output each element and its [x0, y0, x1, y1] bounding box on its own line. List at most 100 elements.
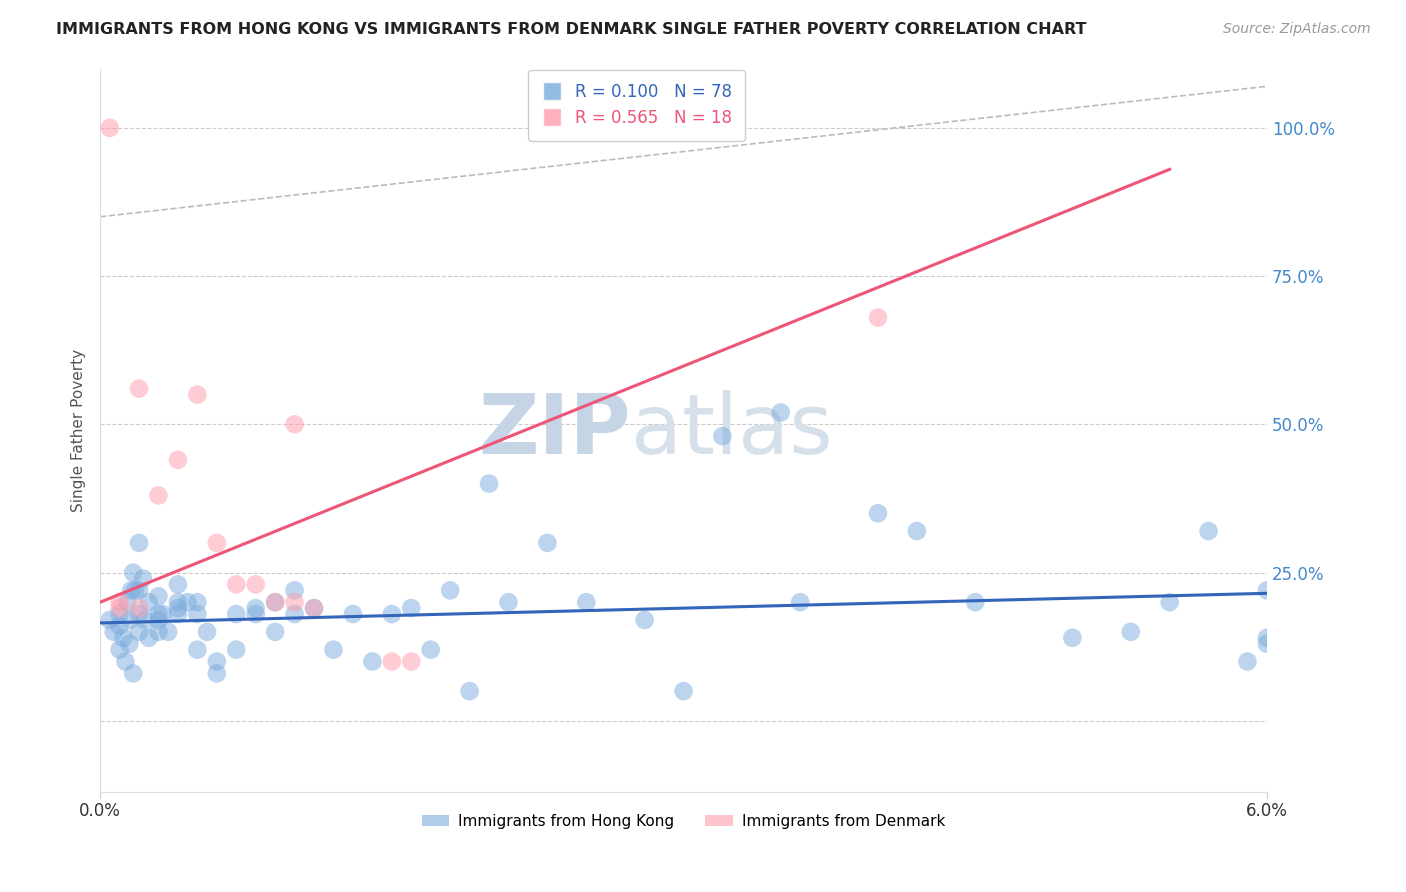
Point: [150, 607, 173, 621]
Point: [1159, 595, 1181, 609]
Point: [108, 607, 131, 621]
Point: [905, 524, 928, 538]
Point: [205, 666, 228, 681]
Point: [138, 595, 160, 609]
Point: [284, 583, 307, 598]
Point: [1256, 631, 1278, 645]
Point: [122, 566, 145, 580]
Point: [128, 601, 150, 615]
Point: [1119, 624, 1142, 639]
Point: [302, 601, 325, 615]
Point: [148, 613, 170, 627]
Point: [302, 601, 325, 615]
Point: [98, 613, 121, 627]
Point: [148, 589, 170, 603]
Point: [108, 595, 131, 609]
Point: [439, 583, 461, 598]
Legend: Immigrants from Hong Kong, Immigrants from Denmark: Immigrants from Hong Kong, Immigrants fr…: [416, 808, 952, 835]
Y-axis label: Single Father Poverty: Single Father Poverty: [72, 349, 86, 512]
Point: [536, 536, 558, 550]
Point: [128, 382, 150, 396]
Point: [118, 613, 141, 627]
Point: [381, 655, 404, 669]
Point: [186, 595, 208, 609]
Point: [672, 684, 695, 698]
Point: [118, 637, 141, 651]
Point: [195, 624, 218, 639]
Point: [176, 595, 198, 609]
Text: IMMIGRANTS FROM HONG KONG VS IMMIGRANTS FROM DENMARK SINGLE FATHER POVERTY CORRE: IMMIGRANTS FROM HONG KONG VS IMMIGRANTS …: [56, 22, 1087, 37]
Point: [322, 642, 344, 657]
Point: [225, 577, 247, 591]
Point: [128, 536, 150, 550]
Point: [1236, 655, 1258, 669]
Point: [264, 595, 287, 609]
Point: [134, 613, 156, 627]
Point: [342, 607, 364, 621]
Point: [264, 595, 287, 609]
Point: [866, 506, 889, 520]
Text: atlas: atlas: [631, 390, 832, 471]
Point: [108, 601, 131, 615]
Point: [186, 387, 208, 401]
Point: [103, 624, 125, 639]
Text: Source: ZipAtlas.com: Source: ZipAtlas.com: [1223, 22, 1371, 37]
Point: [128, 583, 150, 598]
Point: [866, 310, 889, 325]
Point: [381, 607, 404, 621]
Point: [186, 607, 208, 621]
Point: [205, 655, 228, 669]
Point: [167, 601, 190, 615]
Point: [124, 583, 146, 598]
Point: [120, 583, 142, 598]
Point: [245, 601, 267, 615]
Point: [361, 655, 384, 669]
Point: [112, 631, 135, 645]
Point: [1062, 631, 1084, 645]
Point: [186, 642, 208, 657]
Point: [167, 577, 190, 591]
Text: ZIP: ZIP: [478, 390, 631, 471]
Point: [98, 120, 121, 135]
Point: [167, 607, 190, 621]
Point: [575, 595, 598, 609]
Point: [157, 624, 180, 639]
Point: [132, 572, 155, 586]
Point: [225, 642, 247, 657]
Point: [108, 642, 131, 657]
Point: [122, 666, 145, 681]
Point: [711, 429, 734, 443]
Point: [401, 601, 423, 615]
Point: [498, 595, 520, 609]
Point: [1198, 524, 1220, 538]
Point: [205, 536, 228, 550]
Point: [789, 595, 811, 609]
Point: [167, 453, 190, 467]
Point: [114, 655, 136, 669]
Point: [148, 607, 170, 621]
Point: [401, 655, 423, 669]
Point: [245, 577, 267, 591]
Point: [128, 607, 150, 621]
Point: [965, 595, 987, 609]
Point: [138, 631, 160, 645]
Point: [167, 595, 190, 609]
Point: [264, 624, 287, 639]
Point: [419, 642, 441, 657]
Point: [148, 624, 170, 639]
Point: [458, 684, 481, 698]
Point: [284, 607, 307, 621]
Point: [478, 476, 501, 491]
Point: [1256, 637, 1278, 651]
Point: [633, 613, 655, 627]
Point: [108, 619, 131, 633]
Point: [225, 607, 247, 621]
Point: [148, 488, 170, 502]
Point: [284, 595, 307, 609]
Point: [1256, 583, 1278, 598]
Point: [284, 417, 307, 432]
Point: [769, 405, 792, 419]
Point: [117, 595, 139, 609]
Point: [128, 624, 150, 639]
Point: [245, 607, 267, 621]
